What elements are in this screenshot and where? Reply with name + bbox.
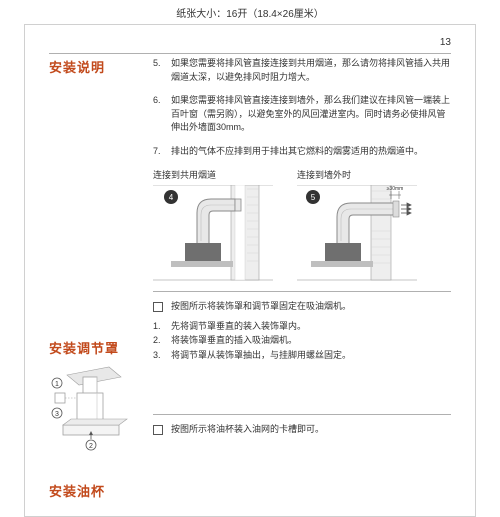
instruction-item: 7. 排出的气体不应排到用于排出其它燃料的烟雾适用的热烟道中。 [153, 145, 451, 159]
diagram-row: 连接到共用烟道 [153, 168, 451, 281]
section-title-cover: 安装调节罩 [49, 338, 141, 357]
instruction-item: 6. 如果您需要将排风管直接连接到墙外，那么我们建议在排风管一端装上百叶窗（需另… [153, 94, 451, 135]
page-number: 13 [440, 37, 451, 48]
item-text: 如果您需要将排风管直接连接到共用烟道，那么请勿将排风管插入共用烟道太深，以避免排… [171, 57, 451, 84]
item-number: 7. [153, 145, 171, 159]
section-title-install: 安装说明 [49, 57, 141, 76]
step-text: 将装饰罩垂直的插入吸油烟机。 [171, 334, 451, 348]
item-text: 如果您需要将排风管直接连接到墙外，那么我们建议在排风管一端装上百叶窗（需另购），… [171, 94, 451, 135]
bullet-item: 按图所示将油杯装入油网的卡槽即可。 [153, 423, 451, 437]
step-item: 3. 将调节罩从装饰罩抽出，与挂脚用螺丝固定。 [153, 349, 451, 363]
diagram-caption: 连接到共用烟道 [153, 168, 273, 181]
section-title-oilcup: 安装油杯 [49, 481, 141, 500]
step-text: 将调节罩从装饰罩抽出，与挂脚用螺丝固定。 [171, 349, 451, 363]
square-bullet-icon [153, 425, 163, 435]
document-sheet: 13 安装说明 安装调节罩 [24, 24, 476, 517]
diagram-badge-5: 5 [311, 193, 316, 202]
left-column: 安装说明 安装调节罩 [49, 57, 141, 516]
step-number: 3. [153, 349, 171, 363]
illus-label-1: 1 [55, 381, 59, 388]
dimension-note: ≥30mm [387, 186, 404, 192]
step-number: 2. [153, 334, 171, 348]
bullet-text: 按图所示将油杯装入油网的卡槽即可。 [171, 423, 324, 437]
instruction-item: 5. 如果您需要将排风管直接连接到共用烟道，那么请勿将排风管插入共用烟道太深，以… [153, 57, 451, 84]
item-text: 排出的气体不应排到用于排出其它燃料的烟雾适用的热烟道中。 [171, 145, 451, 159]
step-text: 先将调节罩垂直的装入装饰罩内。 [171, 320, 451, 334]
step-item: 1. 先将调节罩垂直的装入装饰罩内。 [153, 320, 451, 334]
cover-illustration: 1 3 2 [49, 363, 137, 459]
illus-label-2: 2 [89, 443, 93, 450]
right-column: 5. 如果您需要将排风管直接连接到共用烟道，那么请勿将排风管插入共用烟道太深，以… [153, 57, 451, 516]
section-divider [153, 414, 451, 415]
item-number: 6. [153, 94, 171, 135]
illus-label-3: 3 [55, 411, 59, 418]
bullet-item: 按图所示将装饰罩和调节罩固定在吸油烟机。 [153, 300, 451, 314]
bullet-text: 按图所示将装饰罩和调节罩固定在吸油烟机。 [171, 300, 351, 314]
section-divider [153, 291, 451, 292]
step-number: 1. [153, 320, 171, 334]
square-bullet-icon [153, 302, 163, 312]
diagram-shared-flue: 连接到共用烟道 [153, 168, 273, 281]
step-item: 2. 将装饰罩垂直的插入吸油烟机。 [153, 334, 451, 348]
diagram-badge-4: 4 [169, 193, 174, 202]
paper-size-label: 纸张大小：16开（18.4×26厘米） [0, 0, 500, 24]
header-rule [49, 53, 451, 54]
item-number: 5. [153, 57, 171, 84]
diagram-caption: 连接到墙外时 [297, 168, 417, 181]
diagram-to-outside: 连接到墙外时 [297, 168, 417, 281]
